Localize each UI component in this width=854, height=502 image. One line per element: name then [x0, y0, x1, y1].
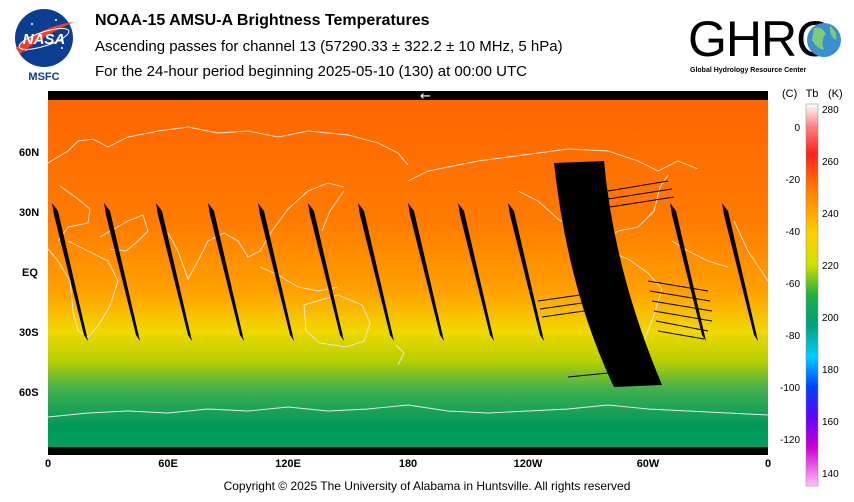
- nasa-meatball-icon: NASA MSFC: [15, 9, 74, 83]
- colorbar-unit-celsius: (C): [782, 88, 797, 100]
- colorbar-celsius-tick: -80: [786, 331, 801, 342]
- direction-arrow: ←: [420, 91, 431, 104]
- colorbar-title: Tb: [806, 88, 819, 100]
- colorbar-kelvin-tick: 200: [822, 313, 839, 324]
- ghrc-logo: GHRC Global Hydrology Resource Center: [686, 10, 848, 82]
- swath-gap: [670, 203, 706, 341]
- swath-gaps: [52, 161, 758, 387]
- nasa-caption: MSFC: [28, 71, 59, 83]
- swath-gap: [208, 203, 244, 341]
- swath-gap: [308, 203, 344, 341]
- lon-label-180: 180: [398, 458, 418, 470]
- swath-gap: [258, 203, 294, 341]
- colorbar-celsius-tick: -60: [786, 279, 801, 290]
- colorbar-kelvin-tick: 240: [822, 209, 839, 220]
- colorbar-kelvin-tick: 140: [822, 469, 839, 480]
- top-no-data-band: [48, 91, 768, 100]
- lat-label-60s: 60S: [19, 387, 39, 399]
- lat-label-60n: 60N: [19, 147, 40, 159]
- lon-label-60w: 60W: [636, 458, 660, 470]
- lon-label-60e: 60E: [158, 458, 178, 470]
- colorbar-kelvin-tick: 180: [822, 365, 839, 376]
- colorbar-kelvin-tick: 280: [822, 105, 839, 116]
- colorbar-celsius-tick: -100: [780, 383, 800, 394]
- colorbar-celsius-tick: -40: [786, 227, 801, 238]
- temperature-field: [48, 91, 768, 455]
- swath-gap: [104, 203, 140, 341]
- colorbar-gradient: [805, 103, 819, 487]
- colorbar: (C) Tb (K) 280 260 240 220 200 180 160 140 0 -20 -…: [770, 88, 854, 498]
- colorbar-kelvin-tick: 220: [822, 261, 839, 272]
- copyright-footer: Copyright © 2025 The University of Alaba…: [223, 479, 631, 493]
- globe-icon: [807, 23, 841, 57]
- missing-data-region: [554, 161, 662, 387]
- lon-label-0: 0: [44, 458, 52, 470]
- swath-gap: [358, 203, 394, 341]
- colorbar-celsius-tick: -20: [786, 175, 801, 186]
- swath-gap: [458, 203, 494, 341]
- nasa-wordmark: NASA: [23, 31, 66, 48]
- colorbar-celsius-tick: -120: [780, 435, 800, 446]
- lat-label-eq: EQ: [22, 267, 38, 279]
- colorbar-unit-kelvin: (K): [828, 88, 843, 100]
- bottom-no-data-band: [48, 447, 768, 455]
- partial-scan-lines: [537, 180, 713, 378]
- nasa-logo: NASA MSFC: [12, 8, 76, 84]
- page-title: NOAA-15 AMSU-A Brightness Temperatures: [95, 12, 430, 29]
- swath-gap: [508, 203, 544, 341]
- colorbar-kelvin-tick: 160: [822, 417, 839, 428]
- ghrc-tagline: Global Hydrology Resource Center: [690, 67, 807, 74]
- lon-label-0-east: 0: [764, 458, 772, 470]
- swath-gap: [52, 203, 88, 341]
- lat-label-30s: 30S: [19, 327, 39, 339]
- swath-gap: [722, 203, 758, 341]
- lon-label-120e: 120E: [275, 458, 301, 470]
- swath-gap: [156, 203, 192, 341]
- lon-label-120w: 120W: [513, 458, 543, 470]
- page-subtitle: Ascending passes for channel 13 (57290.3…: [95, 38, 563, 55]
- colorbar-kelvin-tick: 260: [822, 157, 839, 168]
- lat-label-30n: 30N: [19, 207, 40, 219]
- swath-gap: [408, 203, 444, 341]
- brightness-temperature-map: ←: [47, 89, 769, 455]
- colorbar-celsius-tick: 0: [794, 123, 800, 134]
- period-label: For the 24-hour period beginning 2025-05…: [95, 63, 527, 80]
